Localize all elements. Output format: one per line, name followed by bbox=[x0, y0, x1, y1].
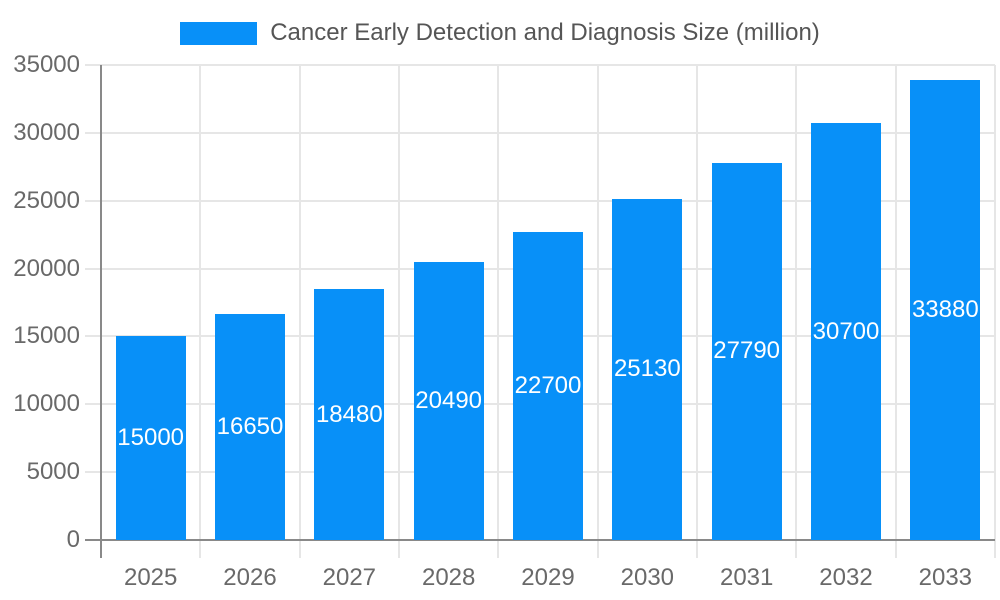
bar-value-label: 25130 bbox=[613, 355, 681, 383]
bar-value-label: 15000 bbox=[117, 424, 185, 452]
bar bbox=[215, 314, 285, 540]
x-tick-label: 2029 bbox=[521, 564, 575, 591]
x-gridline bbox=[497, 65, 500, 558]
legend-swatch bbox=[180, 21, 258, 45]
x-gridline bbox=[298, 65, 301, 558]
x-gridline bbox=[199, 65, 202, 558]
x-tick-label: 2033 bbox=[918, 564, 973, 591]
x-tick-label: 2032 bbox=[819, 564, 873, 591]
x-gridline bbox=[994, 65, 996, 558]
y-tick-label: 15000 bbox=[13, 322, 80, 350]
y-gridline bbox=[85, 64, 995, 66]
x-tick-label: 2031 bbox=[719, 564, 774, 591]
y-tick-label: 30000 bbox=[13, 118, 80, 146]
bar bbox=[115, 336, 186, 540]
bar-value-label: 18480 bbox=[315, 400, 383, 428]
x-gridline bbox=[894, 65, 897, 558]
x-gridline bbox=[795, 65, 798, 558]
bar bbox=[811, 123, 881, 540]
y-tick-label: 25000 bbox=[13, 186, 80, 214]
bar bbox=[513, 231, 583, 540]
bar bbox=[612, 198, 683, 540]
x-gridline bbox=[596, 65, 599, 558]
bar bbox=[314, 289, 385, 540]
y-gridline bbox=[85, 199, 995, 202]
legend-label: Cancer Early Detection and Diagnosis Siz… bbox=[270, 19, 820, 46]
x-tick-label: 2030 bbox=[620, 564, 675, 591]
bar-value-label: 22700 bbox=[514, 371, 582, 399]
y-tick-label: 35000 bbox=[13, 51, 80, 78]
bar-value-label: 16650 bbox=[216, 413, 284, 441]
y-tick-label: 0 bbox=[66, 526, 80, 553]
y-tick-label: 20000 bbox=[13, 254, 80, 282]
bar bbox=[413, 261, 484, 540]
x-tick-label: 2026 bbox=[223, 564, 277, 591]
x-tick-label: 2027 bbox=[322, 564, 377, 591]
bar-value-label: 20490 bbox=[415, 386, 483, 414]
x-axis-line bbox=[85, 539, 995, 541]
x-tick-label: 2025 bbox=[123, 564, 178, 591]
y-gridline bbox=[85, 131, 995, 134]
x-tick-label: 2028 bbox=[421, 564, 476, 591]
bar bbox=[711, 162, 782, 540]
y-tick-label: 5000 bbox=[26, 458, 80, 486]
x-gridline bbox=[398, 65, 400, 558]
bar bbox=[910, 80, 981, 540]
x-gridline bbox=[696, 65, 698, 558]
bar-value-label: 30700 bbox=[812, 317, 880, 345]
y-tick-label: 10000 bbox=[13, 390, 80, 418]
y-axis-line bbox=[100, 65, 102, 558]
legend: Cancer Early Detection and Diagnosis Siz… bbox=[0, 19, 1000, 46]
bar-value-label: 33880 bbox=[911, 296, 979, 324]
bar-value-label: 27790 bbox=[713, 337, 781, 365]
